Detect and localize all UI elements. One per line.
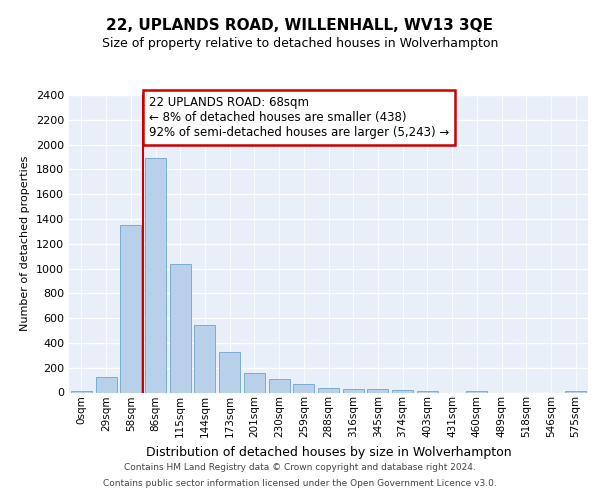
X-axis label: Distribution of detached houses by size in Wolverhampton: Distribution of detached houses by size … (146, 446, 511, 458)
Bar (466, 390, 487, 392)
Text: Contains HM Land Registry data © Crown copyright and database right 2024.: Contains HM Land Registry data © Crown c… (124, 464, 476, 472)
Text: Size of property relative to detached houses in Wolverhampton: Size of property relative to detached ho… (102, 38, 498, 51)
Bar (269, 379, 290, 392)
Bar (392, 390, 413, 392)
Bar (71, 390, 92, 392)
Bar (170, 264, 191, 392)
Bar (417, 391, 438, 392)
Bar (194, 325, 215, 392)
Text: Contains public sector information licensed under the Open Government Licence v3: Contains public sector information licen… (103, 478, 497, 488)
Bar (367, 390, 388, 392)
Bar (120, 225, 141, 392)
Bar (318, 388, 339, 392)
Bar (293, 384, 314, 392)
Bar (565, 390, 586, 392)
Y-axis label: Number of detached properties: Number of detached properties (20, 156, 31, 332)
Bar (145, 158, 166, 392)
Bar (244, 372, 265, 392)
Bar (95, 377, 116, 392)
Text: 22 UPLANDS ROAD: 68sqm
← 8% of detached houses are smaller (438)
92% of semi-det: 22 UPLANDS ROAD: 68sqm ← 8% of detached … (149, 96, 449, 139)
Bar (343, 389, 364, 392)
Bar (219, 352, 240, 393)
Text: 22, UPLANDS ROAD, WILLENHALL, WV13 3QE: 22, UPLANDS ROAD, WILLENHALL, WV13 3QE (107, 18, 493, 32)
